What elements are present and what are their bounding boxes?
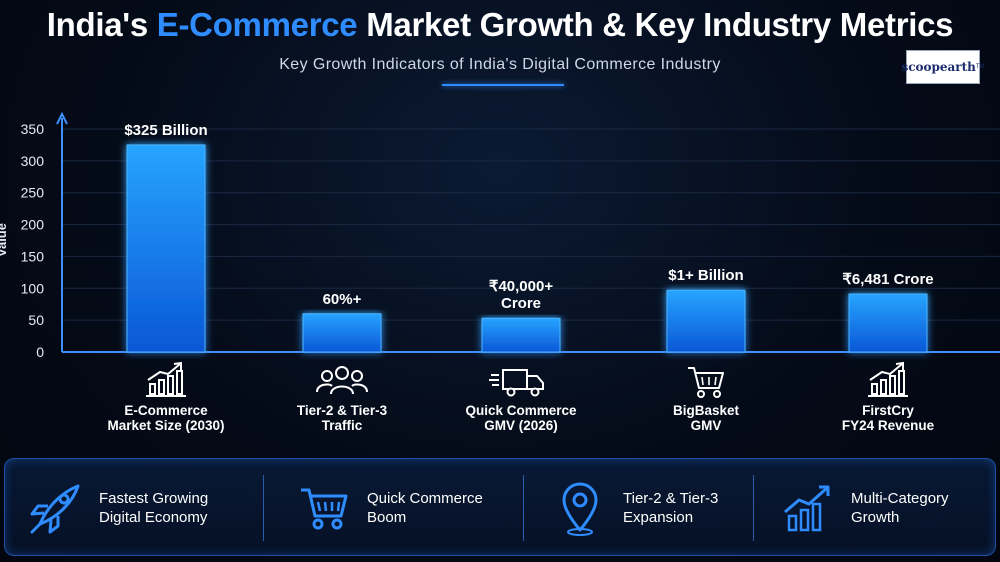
scoopearth-logo: scoopearth TM: [901, 50, 985, 84]
growth-chart-icon: [146, 361, 186, 397]
y-axis-title: Value: [0, 223, 9, 257]
feature-label: Fastest Growing Digital Economy: [99, 489, 249, 527]
feature-line-2: Boom: [367, 509, 407, 526]
feature-line-1: Tier-2 & Tier-3: [623, 490, 719, 507]
location-pin-icon: [551, 479, 609, 537]
y-tick-label: 150: [21, 248, 45, 264]
feature-label: Quick Commerce Boom: [367, 489, 517, 527]
category-label: FirstCry: [862, 403, 914, 418]
shopping-cart-icon: [688, 367, 724, 398]
feature-line-1: Quick Commerce: [367, 490, 483, 507]
feature-bar: Fastest Growing Digital Economy Quick Com…: [4, 458, 996, 556]
category-label: Market Size (2030): [107, 418, 224, 433]
y-tick-label: 200: [21, 217, 45, 233]
feature-divider: [523, 475, 524, 541]
rocket-icon: [27, 479, 85, 537]
data-label: 60%+: [323, 291, 362, 308]
shopping-cart-icon: [295, 479, 353, 537]
delivery-truck-icon: [489, 369, 544, 397]
feature-line-1: Fastest Growing: [99, 490, 209, 507]
page-subtitle: Key Growth Indicators of India's Digital…: [279, 56, 721, 73]
bar: [848, 293, 928, 353]
title-part-2: Market Growth & Key Industry Metrics: [357, 6, 954, 43]
feature-label: Multi-Category Growth: [851, 489, 1000, 527]
data-label: Crore: [501, 295, 541, 312]
feature-divider: [753, 475, 754, 541]
category-label: E-Commerce: [124, 403, 208, 418]
y-tick-label: 50: [28, 312, 44, 328]
bar: [666, 289, 746, 353]
data-label: $1+ Billion: [668, 267, 743, 284]
feature-divider: [263, 475, 264, 541]
y-tick-label: 300: [21, 153, 45, 169]
bar: [126, 144, 206, 353]
feature-line-2: Growth: [851, 509, 900, 526]
page-title: India's E-Commerce Market Growth & Key I…: [0, 6, 1000, 44]
feature-line-2: Digital Economy: [99, 509, 208, 526]
y-axis-arrow: [56, 111, 68, 125]
y-tick-label: 350: [21, 121, 45, 137]
title-part-1: India's: [46, 6, 157, 43]
category-label: GMV (2026): [484, 418, 558, 433]
feature-label: Tier-2 & Tier-3 Expansion: [623, 489, 773, 527]
logo-trademark: TM: [975, 64, 985, 70]
y-tick-label: 100: [21, 280, 45, 296]
logo-text: scoopearth: [901, 60, 976, 74]
bar: [481, 317, 561, 353]
data-label: ₹40,000+: [489, 278, 553, 295]
feature-multi-category: Multi-Category Growth: [779, 459, 1000, 557]
data-label: ₹6,481 Crore: [842, 271, 933, 288]
feature-fastest-growing: Fastest Growing Digital Economy: [27, 459, 249, 557]
y-tick-label: 250: [21, 185, 45, 201]
data-label: $325 Billion: [124, 122, 207, 139]
bar-chart: 0 50 100 150 200 250 300 350 Value $325 Billion E…: [0, 111, 1000, 433]
growth-chart-icon: [868, 361, 908, 397]
category-label: GMV: [691, 418, 722, 433]
growth-chart-icon: [779, 479, 837, 537]
feature-line-2: Expansion: [623, 509, 694, 526]
category-label: BigBasket: [673, 403, 740, 418]
title-accent: E-Commerce: [156, 6, 358, 43]
category-label: Tier-2 & Tier-3: [297, 403, 388, 418]
category-label: Quick Commerce: [465, 403, 577, 418]
users-group-icon: [316, 366, 368, 395]
feature-quick-commerce: Quick Commerce Boom: [295, 459, 517, 557]
bar: [302, 313, 382, 353]
feature-line-1: Multi-Category: [851, 490, 949, 507]
y-tick-label: 0: [36, 344, 44, 360]
category-label: FY24 Revenue: [842, 418, 935, 433]
category-label: Traffic: [322, 418, 363, 433]
feature-tier-expansion: Tier-2 & Tier-3 Expansion: [551, 459, 773, 557]
subtitle-underline: [442, 84, 564, 86]
